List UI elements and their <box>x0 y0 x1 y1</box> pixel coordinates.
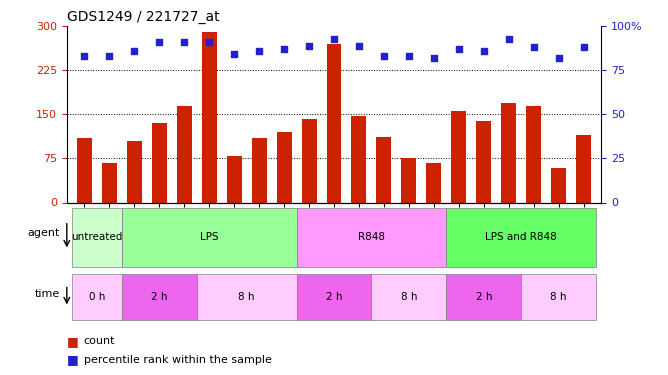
Bar <box>71 274 122 320</box>
Bar <box>426 162 442 202</box>
Point <box>254 48 265 54</box>
Point <box>478 48 489 54</box>
Point <box>353 43 364 49</box>
Bar <box>301 119 317 202</box>
Text: 2 h: 2 h <box>476 292 492 302</box>
Point <box>553 55 564 61</box>
Bar <box>401 158 416 203</box>
Point <box>403 53 414 59</box>
Bar <box>202 32 216 203</box>
Text: 8 h: 8 h <box>401 292 417 302</box>
Point <box>528 44 539 50</box>
Text: R848: R848 <box>358 232 385 242</box>
Point <box>279 46 289 52</box>
Text: 8 h: 8 h <box>238 292 255 302</box>
Bar <box>551 168 566 202</box>
Text: LPS: LPS <box>200 232 218 242</box>
Bar <box>277 132 291 202</box>
Point <box>578 44 589 50</box>
Point <box>104 53 115 59</box>
Text: agent: agent <box>28 228 60 238</box>
Bar <box>122 208 297 267</box>
Point <box>454 46 464 52</box>
Bar <box>297 208 446 267</box>
Bar <box>297 274 371 320</box>
Bar <box>377 137 391 202</box>
Bar <box>196 274 297 320</box>
Bar <box>371 274 446 320</box>
Point <box>129 48 140 54</box>
Bar <box>476 122 492 202</box>
Point <box>179 39 190 45</box>
Text: untreated: untreated <box>71 232 122 242</box>
Bar <box>521 274 597 320</box>
Text: 2 h: 2 h <box>326 292 342 302</box>
Bar <box>351 116 367 202</box>
Point <box>429 55 440 61</box>
Text: 2 h: 2 h <box>151 292 168 302</box>
Point <box>329 36 339 42</box>
Bar <box>252 138 267 202</box>
Bar <box>501 103 516 202</box>
Point <box>154 39 164 45</box>
Bar <box>576 135 591 202</box>
Bar <box>102 162 117 202</box>
Text: time: time <box>35 289 60 298</box>
Text: ■: ■ <box>67 354 79 366</box>
Bar <box>71 208 122 267</box>
Text: ■: ■ <box>67 335 79 348</box>
Text: count: count <box>84 336 115 346</box>
Bar <box>446 274 521 320</box>
Point <box>228 51 239 57</box>
Bar <box>327 44 341 203</box>
Point <box>504 36 514 42</box>
Bar <box>526 106 541 202</box>
Bar <box>152 123 167 202</box>
Text: LPS and R848: LPS and R848 <box>486 232 557 242</box>
Text: GDS1249 / 221727_at: GDS1249 / 221727_at <box>67 10 219 24</box>
Point <box>304 43 315 49</box>
Bar <box>127 141 142 202</box>
Bar <box>176 106 192 202</box>
Bar <box>226 156 242 203</box>
Text: 8 h: 8 h <box>550 292 567 302</box>
Text: 0 h: 0 h <box>89 292 105 302</box>
Bar <box>122 274 196 320</box>
Bar <box>452 111 466 202</box>
Bar <box>77 138 92 202</box>
Text: percentile rank within the sample: percentile rank within the sample <box>84 355 271 365</box>
Point <box>204 39 214 45</box>
Point <box>79 53 90 59</box>
Point <box>379 53 389 59</box>
Bar <box>446 208 597 267</box>
